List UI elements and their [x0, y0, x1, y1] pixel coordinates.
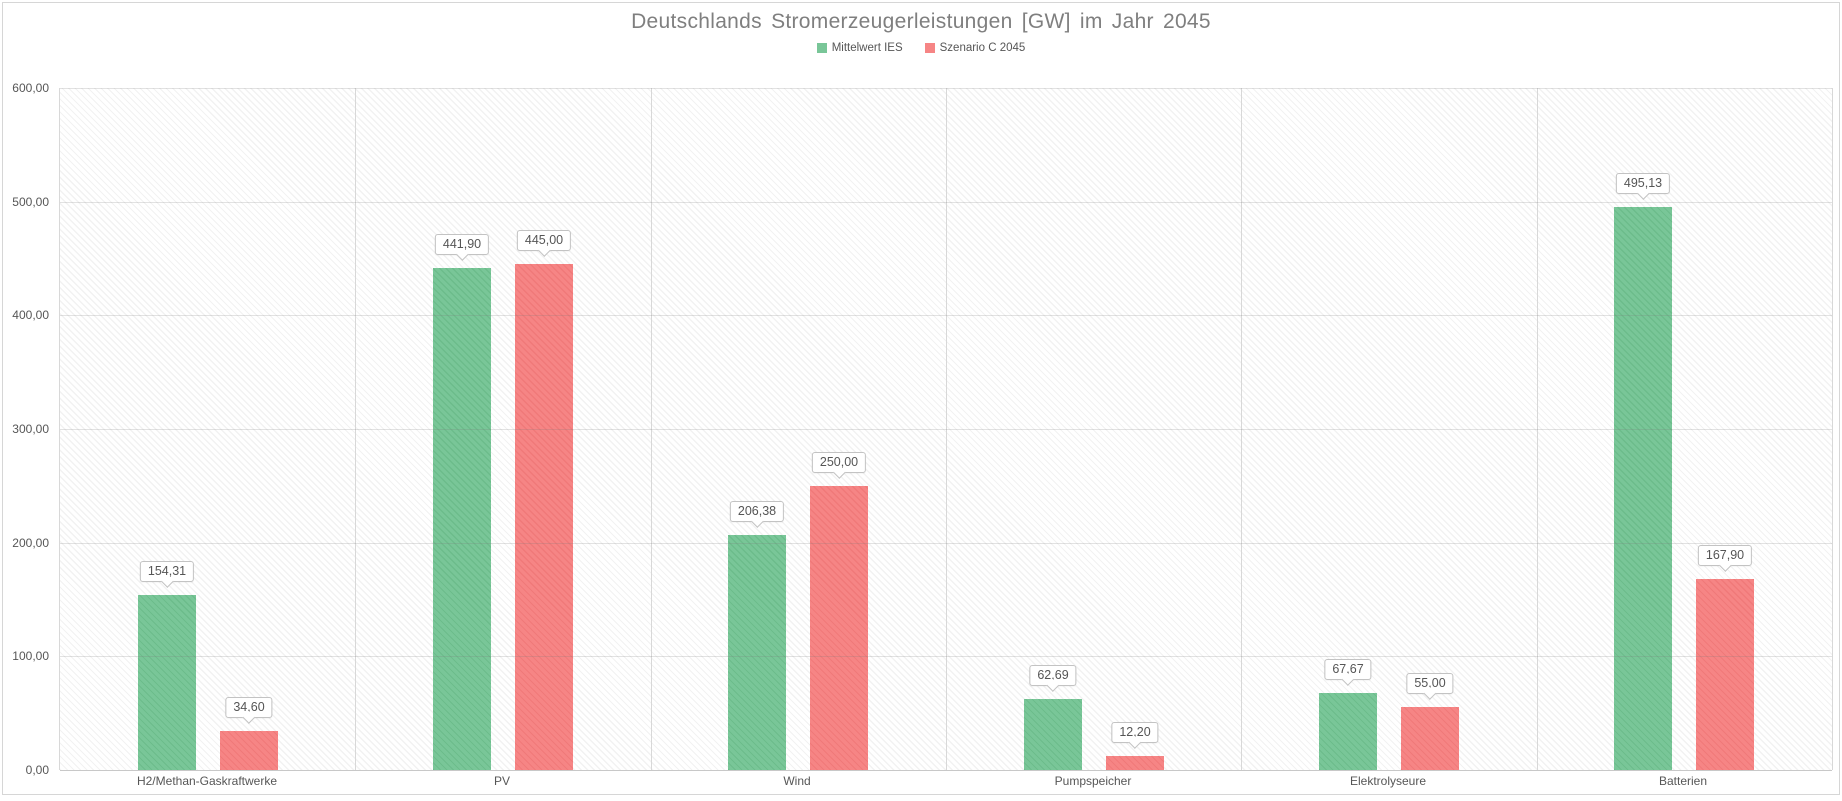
- value-callout: 167,90: [1697, 545, 1753, 572]
- value-callout: 445,00: [516, 230, 572, 257]
- value-callout: 34,60: [225, 697, 273, 724]
- value-callout: 495,13: [1615, 173, 1671, 200]
- y-tick-label: 300,00: [12, 422, 49, 436]
- bar[interactable]: [1401, 707, 1459, 770]
- legend-item[interactable]: Szenario C 2045: [924, 42, 1026, 54]
- callout-arrow-icon: [1718, 559, 1732, 572]
- value-callout: 250,00: [811, 452, 867, 479]
- y-tick-label: 500,00: [12, 195, 49, 209]
- horizontal-gridline: [60, 543, 1832, 544]
- category-label: PV: [493, 774, 511, 788]
- bar[interactable]: [1024, 698, 1082, 770]
- category-label: Elektrolyseure: [1349, 774, 1427, 788]
- vertical-gridline: [1832, 88, 1833, 770]
- value-callout: 154,31: [139, 561, 195, 588]
- category-label: H2/Methan-Gaskraftwerke: [136, 774, 278, 788]
- bar[interactable]: [433, 267, 491, 770]
- callout-arrow-icon: [832, 466, 846, 479]
- bar[interactable]: [220, 730, 278, 770]
- legend-swatch-icon: [924, 43, 935, 53]
- plot-area: 154,31 34,60 441,90 445,00 206,38 250,00 62,69…: [59, 88, 1833, 771]
- value-callout: 441,90: [434, 234, 490, 261]
- callout-arrow-icon: [1423, 687, 1437, 700]
- horizontal-gridline: [60, 429, 1832, 430]
- y-tick-label: 400,00: [12, 308, 49, 322]
- bar[interactable]: [1319, 693, 1377, 770]
- callout-arrow-icon: [1636, 187, 1650, 200]
- legend: Mittelwert IES Szenario C 2045: [3, 42, 1839, 54]
- vertical-gridline: [651, 88, 652, 770]
- callout-arrow-icon: [537, 244, 551, 257]
- value-callout: 206,38: [729, 501, 785, 528]
- category-label: Pumpspeicher: [1054, 774, 1132, 788]
- legend-label: Mittelwert IES: [831, 42, 903, 54]
- bar[interactable]: [728, 535, 786, 770]
- callout-arrow-icon: [750, 515, 764, 528]
- bar[interactable]: [515, 264, 573, 770]
- category-label: Wind: [783, 774, 811, 788]
- x-axis-line: [60, 770, 1832, 771]
- y-tick-label: 600,00: [12, 81, 49, 95]
- callout-arrow-icon: [1046, 679, 1060, 692]
- y-tick-label: 0,00: [25, 763, 49, 777]
- horizontal-gridline: [60, 315, 1832, 316]
- vertical-gridline: [1537, 88, 1538, 770]
- y-tick-label: 200,00: [12, 536, 49, 550]
- chart-title: Deutschlands Stromerzeugerleistungen [GW…: [631, 10, 1211, 33]
- value-callout: 55,00: [1406, 673, 1454, 700]
- vertical-gridline: [1241, 88, 1242, 770]
- horizontal-gridline: [60, 656, 1832, 657]
- bar[interactable]: [1106, 756, 1164, 770]
- value-callout: 67,67: [1324, 659, 1372, 686]
- callout-arrow-icon: [1128, 736, 1142, 749]
- bar[interactable]: [1614, 207, 1672, 770]
- legend-item[interactable]: Mittelwert IES: [816, 42, 903, 54]
- callout-arrow-icon: [242, 711, 256, 724]
- bar[interactable]: [1696, 579, 1754, 770]
- horizontal-gridline: [60, 88, 1832, 89]
- bar[interactable]: [810, 485, 868, 770]
- callout-arrow-icon: [1341, 673, 1355, 686]
- value-callout: 62,69: [1029, 665, 1077, 692]
- category-label: Batterien: [1658, 774, 1708, 788]
- value-callout: 12,20: [1111, 722, 1159, 749]
- vertical-gridline: [946, 88, 947, 770]
- legend-swatch-icon: [816, 43, 827, 53]
- horizontal-gridline: [60, 202, 1832, 203]
- bar[interactable]: [138, 594, 196, 770]
- callout-arrow-icon: [160, 575, 174, 588]
- legend-label: Szenario C 2045: [939, 42, 1026, 54]
- callout-arrow-icon: [455, 248, 469, 261]
- vertical-gridline: [355, 88, 356, 770]
- y-tick-label: 100,00: [12, 649, 49, 663]
